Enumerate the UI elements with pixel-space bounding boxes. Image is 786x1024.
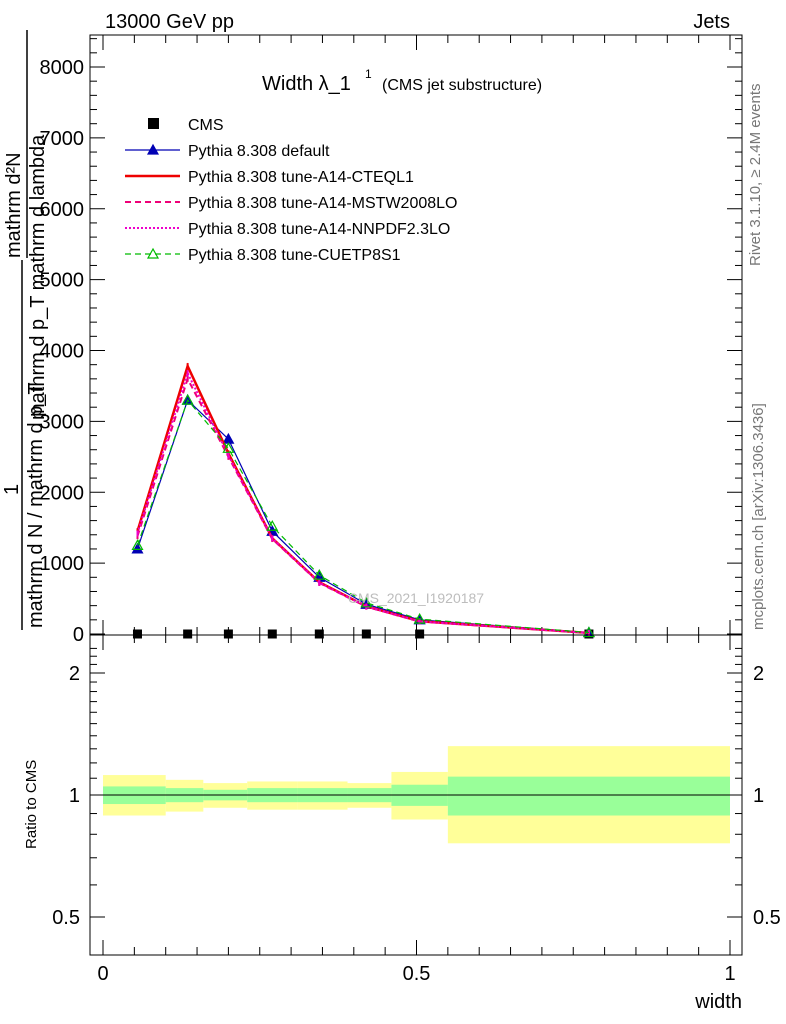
- ylabel-numerator: mathrm d²N: [3, 152, 25, 258]
- series-marker: [131, 539, 144, 551]
- legend-label: Pythia 8.308 default: [188, 143, 330, 160]
- series-marker: [413, 612, 426, 624]
- y-axis-label: mathrm d²N mathrm d p_T mathrm d lambda …: [1, 30, 49, 630]
- data-point: [314, 629, 324, 639]
- y-tick-label: 7000: [40, 128, 85, 150]
- y-tick-label: 0: [73, 624, 84, 646]
- legend-label: CMS: [188, 117, 224, 134]
- x-tick-label: 0.5: [403, 963, 431, 985]
- ratio-frame: [89, 634, 743, 956]
- data-point: [361, 629, 371, 639]
- title-main: Width λ_1: [262, 73, 351, 95]
- y-tick-label: 8000: [40, 57, 85, 79]
- header-category: Jets: [693, 11, 730, 33]
- ratio-tick-label: 1: [69, 785, 80, 807]
- ylabel-normalization: mathrm d N / mathrm d p_T: [25, 382, 47, 628]
- legend-entry: Pythia 8.308 tune-A14-NNPDF2.3LO: [125, 221, 450, 238]
- plot-title: Width λ_1 1 (CMS jet substructure): [262, 67, 542, 95]
- legend-marker: [148, 118, 159, 129]
- ratio-axis-label: Ratio to CMS: [23, 760, 40, 849]
- x-tick-label: 0: [97, 963, 108, 985]
- x-axis-label: width: [694, 991, 742, 1013]
- data-point: [267, 629, 277, 639]
- series-5: [131, 393, 595, 638]
- data-point: [223, 629, 233, 639]
- title-subtitle: (CMS jet substructure): [382, 77, 542, 94]
- series-marker: [313, 568, 326, 580]
- ratio-tick-label-right: 0.5: [753, 907, 781, 929]
- header-process: 13000 GeV pp: [105, 11, 234, 33]
- title-superscript: 1: [365, 67, 372, 81]
- data-point: [132, 629, 142, 639]
- legend-entry: Pythia 8.308 tune-A14-MSTW2008LO: [125, 195, 457, 212]
- ylabel-denominator: mathrm d p_T mathrm d lambda: [27, 134, 49, 420]
- series-line: [136, 370, 589, 634]
- y-tick-label: 2000: [40, 482, 85, 504]
- ratio-tick-label-right: 2: [753, 663, 764, 685]
- y-tick-label: 5000: [40, 270, 85, 292]
- series-marker: [360, 596, 373, 608]
- x-tick-label: 1: [724, 963, 735, 985]
- ratio-tick-label: 2: [69, 663, 80, 685]
- main-plot-area: 0 1000 2000 3000 4000 5000 6000 7000 8000: [40, 35, 742, 646]
- ratio-tick-label: 0.5: [52, 907, 80, 929]
- mcplots-label: mcplots.cern.ch [arXiv:1306.3436]: [750, 403, 767, 630]
- legend-marker: [146, 143, 160, 155]
- analysis-watermark: CMS_2021_I1920187: [348, 590, 484, 606]
- series-marker: [222, 442, 235, 453]
- series-line: [136, 399, 589, 634]
- legend-label: Pythia 8.308 tune-A14-CTEQL1: [188, 169, 414, 186]
- ratio-plot-area: 0 0.5 1 0.5 0.5 1 1 2 2: [52, 635, 781, 985]
- legend-label: Pythia 8.308 tune-A14-MSTW2008LO: [188, 195, 457, 212]
- legend-label: Pythia 8.308 tune-CUETP8S1: [188, 247, 401, 264]
- legend-entry: Pythia 8.308 default: [125, 143, 330, 160]
- legend-label: Pythia 8.308 tune-A14-NNPDF2.3LO: [188, 221, 450, 238]
- ratio-tick-label-right: 1: [753, 785, 764, 807]
- ylabel-prefactor: 1: [1, 484, 23, 495]
- legend-marker: [146, 247, 160, 259]
- legend-entry: Pythia 8.308 tune-A14-CTEQL1: [125, 169, 414, 186]
- y-tick-label: 3000: [40, 411, 85, 433]
- series-0: [132, 629, 594, 639]
- rivet-label: Rivet 3.1.10, ≥ 2.4M events: [747, 84, 764, 267]
- y-tick-label: 6000: [40, 199, 85, 221]
- y-tick-label: 4000: [40, 341, 85, 363]
- series-line: [136, 398, 589, 634]
- data-point: [183, 629, 193, 639]
- legend-entry: Pythia 8.308 tune-CUETP8S1: [125, 247, 401, 264]
- data-point: [415, 629, 425, 639]
- legend-entry: CMS: [148, 117, 224, 134]
- legend: CMS Pythia 8.308 default Pythia 8.308 tune…: [125, 117, 457, 264]
- series-marker: [131, 542, 144, 554]
- series-marker: [181, 393, 194, 405]
- series-marker: [582, 626, 595, 638]
- y-tick-label: 1000: [40, 553, 85, 575]
- ratio-green-band: [447, 776, 730, 816]
- series-marker: [266, 520, 279, 531]
